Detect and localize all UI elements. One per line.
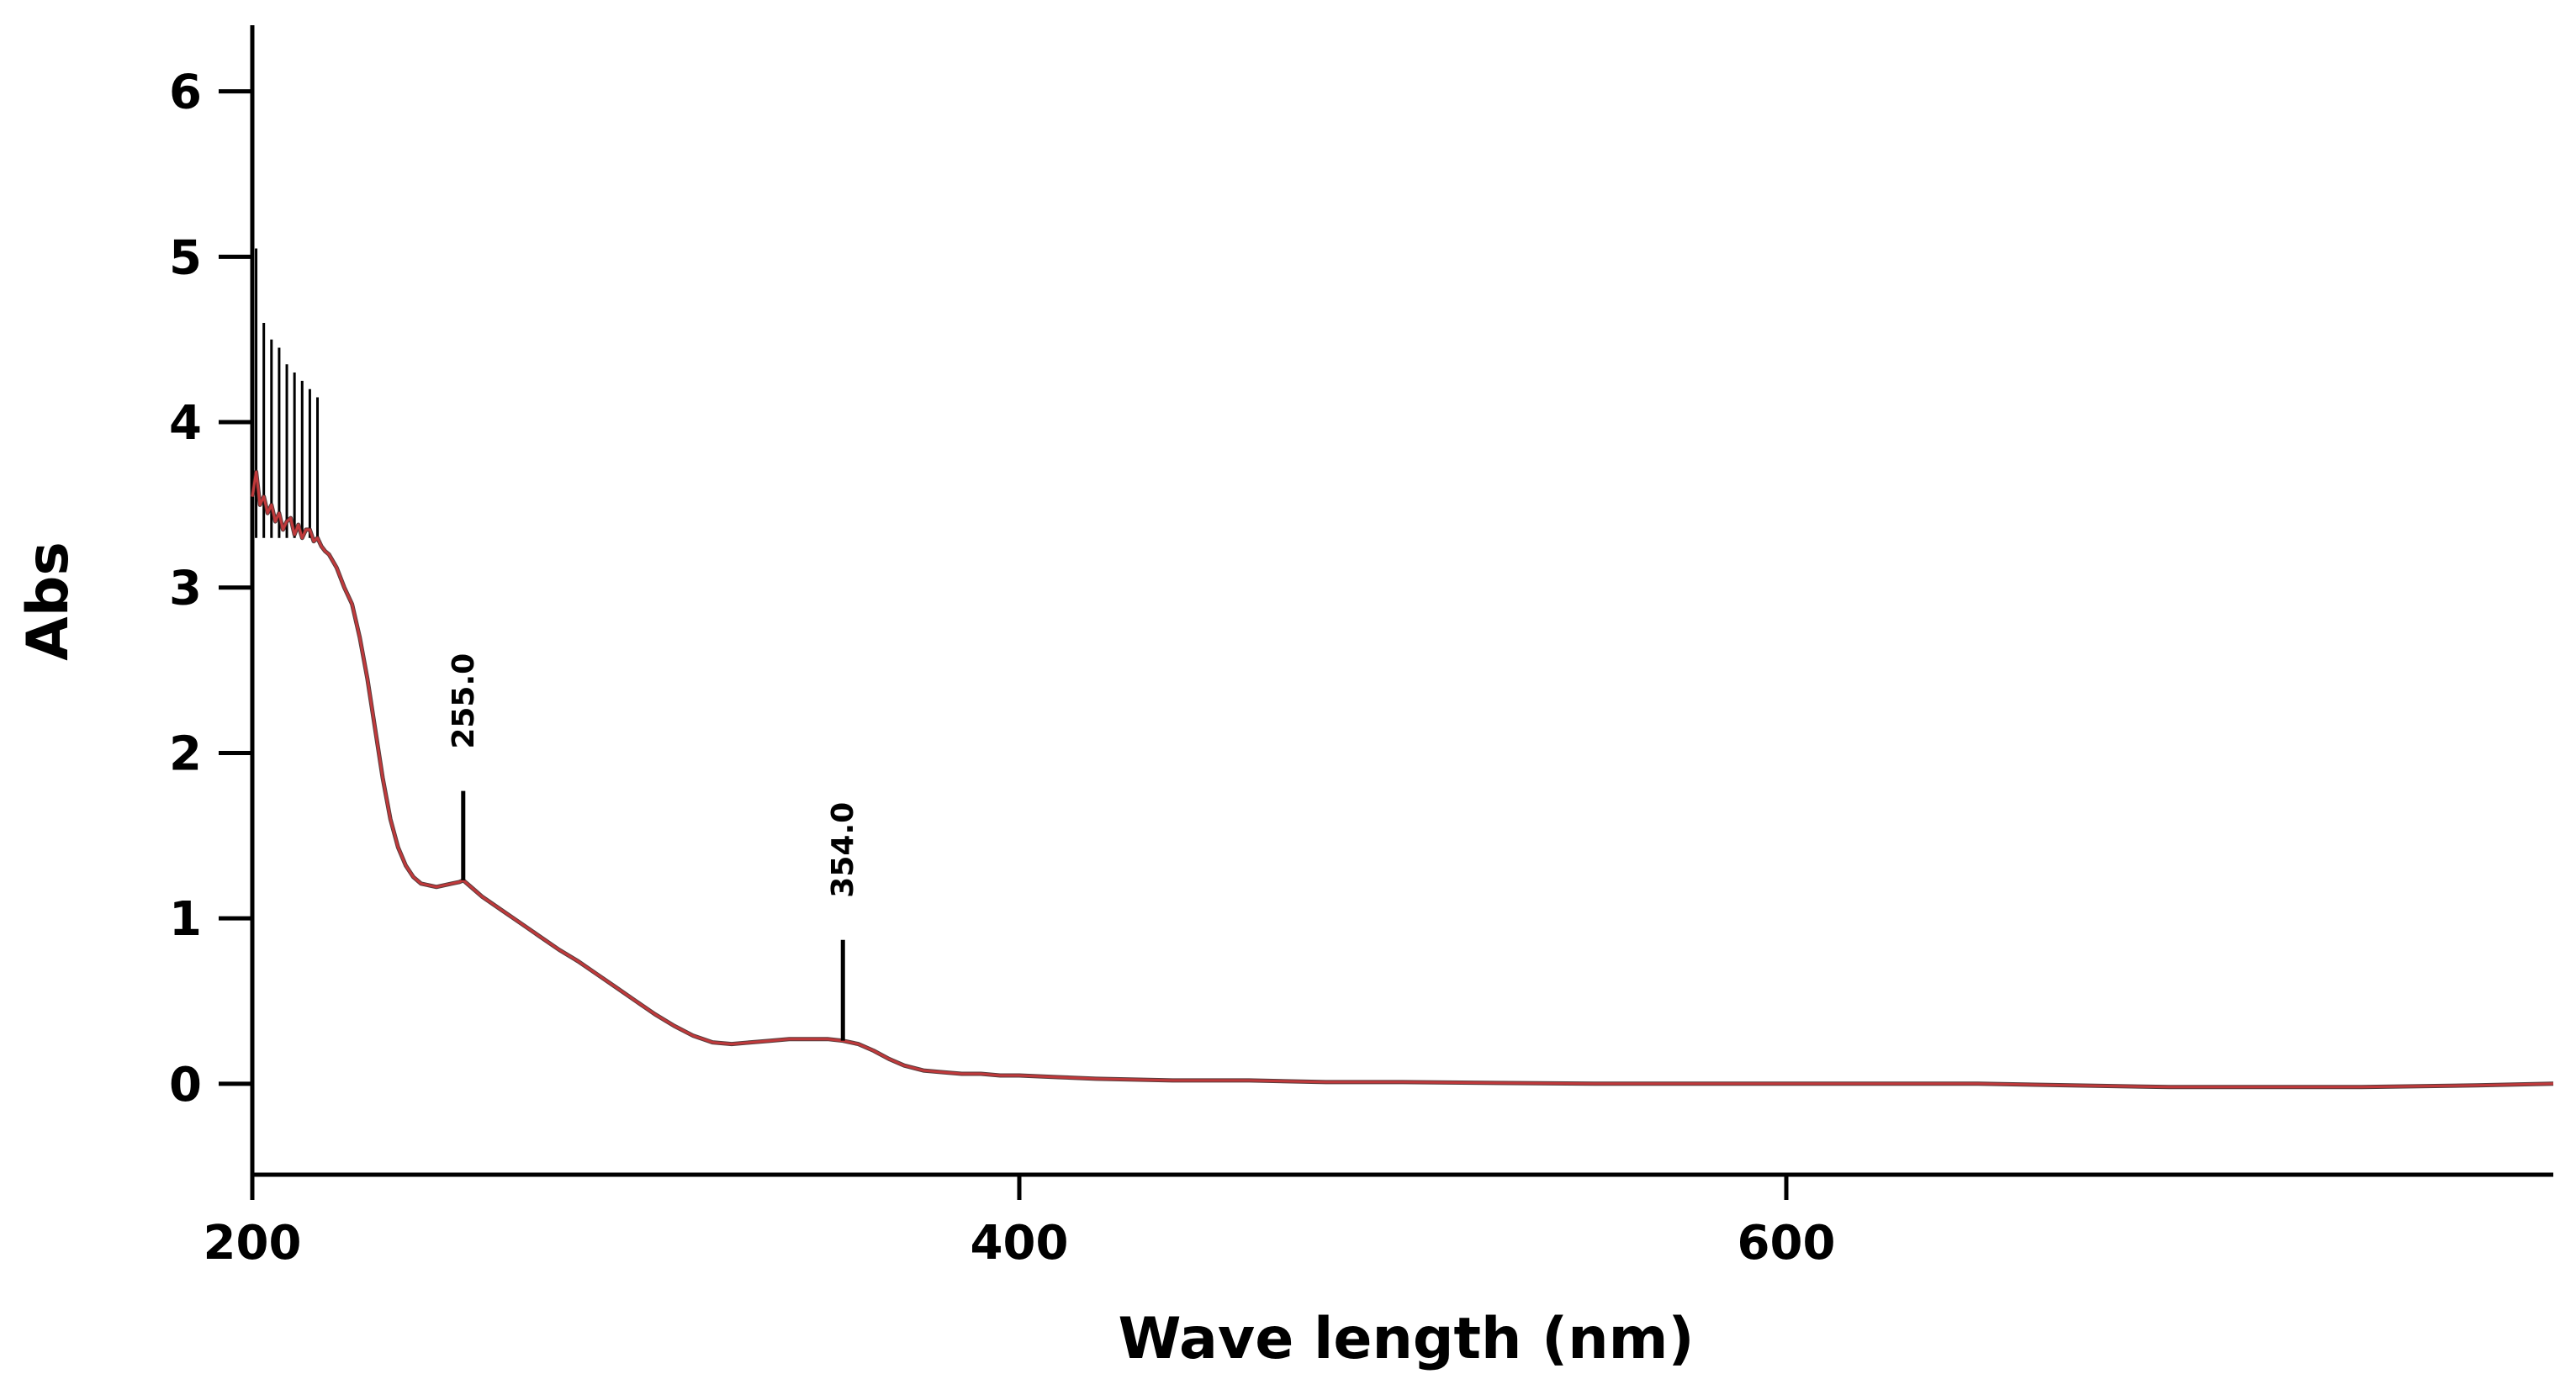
peak-label: 255.0 [447, 653, 481, 749]
x-axis-title: Wave length (nm) [1118, 1306, 1694, 1372]
y-tick-label: 2 [169, 727, 202, 781]
series-line-shadow [250, 469, 2554, 1090]
y-tick-label: 0 [169, 1058, 202, 1112]
y-tick-label: 4 [169, 396, 202, 451]
series-layer [250, 469, 2554, 1090]
series-line [251, 470, 2554, 1089]
x-tick-label: 200 [204, 1216, 302, 1271]
peak-markers: 255.0 354.0 [447, 653, 860, 1041]
y-tick-label: 1 [169, 892, 202, 947]
y-tick-label: 6 [169, 66, 202, 120]
axes [250, 25, 2553, 1177]
y-axis-title: Abs [15, 542, 82, 661]
x-tick-label: 400 [971, 1216, 1069, 1271]
x-tick-label: 600 [1738, 1216, 1836, 1271]
ticks: 0 1 2 3 4 5 6 200 400 600 [169, 66, 1835, 1271]
noise-spikes [255, 248, 320, 538]
y-tick-label: 3 [169, 562, 202, 616]
y-tick-label: 5 [169, 230, 202, 285]
peak-label: 354.0 [826, 802, 860, 898]
